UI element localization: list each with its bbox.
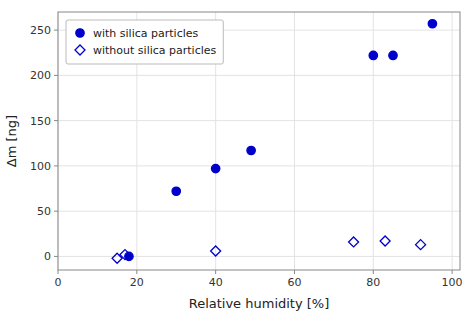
chart-svg: 0 20 40 60 80 100 0 50 100 150 200 250 Relative humi… xyxy=(0,0,474,316)
chart-container: 0 20 40 60 80 100 0 50 100 150 200 250 Relative humi… xyxy=(0,0,474,316)
y-tick xyxy=(54,120,58,121)
x-tick-label: 0 xyxy=(55,276,62,289)
y-grid-line xyxy=(58,256,460,257)
legend-label: without silica particles xyxy=(93,44,217,57)
y-tick xyxy=(54,165,58,166)
y-tick xyxy=(54,30,58,31)
point[interactable] xyxy=(247,146,255,154)
point[interactable] xyxy=(428,20,436,28)
x-grid-line xyxy=(452,12,453,270)
x-tick xyxy=(215,270,216,274)
legend-label: with silica particles xyxy=(93,27,199,40)
x-tick-label: 60 xyxy=(287,276,301,289)
point[interactable] xyxy=(389,51,397,59)
series xyxy=(112,236,425,263)
x-tick xyxy=(136,270,137,274)
x-tick xyxy=(294,270,295,274)
y-tick-label: 200 xyxy=(30,69,51,82)
y-tick xyxy=(54,256,58,257)
x-axis-label: Relative humidity [%] xyxy=(189,296,330,311)
y-tick xyxy=(54,211,58,212)
x-tick xyxy=(452,270,453,274)
grid xyxy=(58,12,460,270)
y-grid-line xyxy=(58,211,460,212)
point[interactable] xyxy=(416,240,426,250)
point[interactable] xyxy=(211,246,221,256)
x-tick-label: 40 xyxy=(209,276,223,289)
plot-background xyxy=(58,12,460,270)
y-tick-label: 0 xyxy=(44,250,51,263)
legend-box xyxy=(66,20,223,64)
y-grid-line xyxy=(58,75,460,76)
y-tick xyxy=(54,75,58,76)
y-tick-label: 150 xyxy=(30,115,51,128)
plot-frame xyxy=(58,12,460,270)
point[interactable] xyxy=(349,237,359,247)
y-axis-label: Δm [ng] xyxy=(4,115,19,167)
y-tick-label: 50 xyxy=(37,205,51,218)
x-tick-label: 80 xyxy=(366,276,380,289)
y-grid-line xyxy=(58,165,460,166)
x-tick xyxy=(373,270,374,274)
x-tick-label: 20 xyxy=(130,276,144,289)
legend-swatch xyxy=(76,29,84,37)
legend-swatch xyxy=(75,45,85,55)
x-tick-label: 100 xyxy=(442,276,463,289)
x-grid-line xyxy=(294,12,295,270)
point[interactable] xyxy=(369,51,377,59)
point[interactable] xyxy=(120,250,130,260)
point[interactable] xyxy=(172,187,180,195)
point[interactable] xyxy=(211,164,219,172)
x-tick xyxy=(58,270,59,274)
y-tick-label: 250 xyxy=(30,24,51,37)
y-grid-line xyxy=(58,120,460,121)
legend: with silica particles without silica part… xyxy=(66,20,223,64)
point[interactable] xyxy=(380,236,390,246)
y-tick-label: 100 xyxy=(30,160,51,173)
